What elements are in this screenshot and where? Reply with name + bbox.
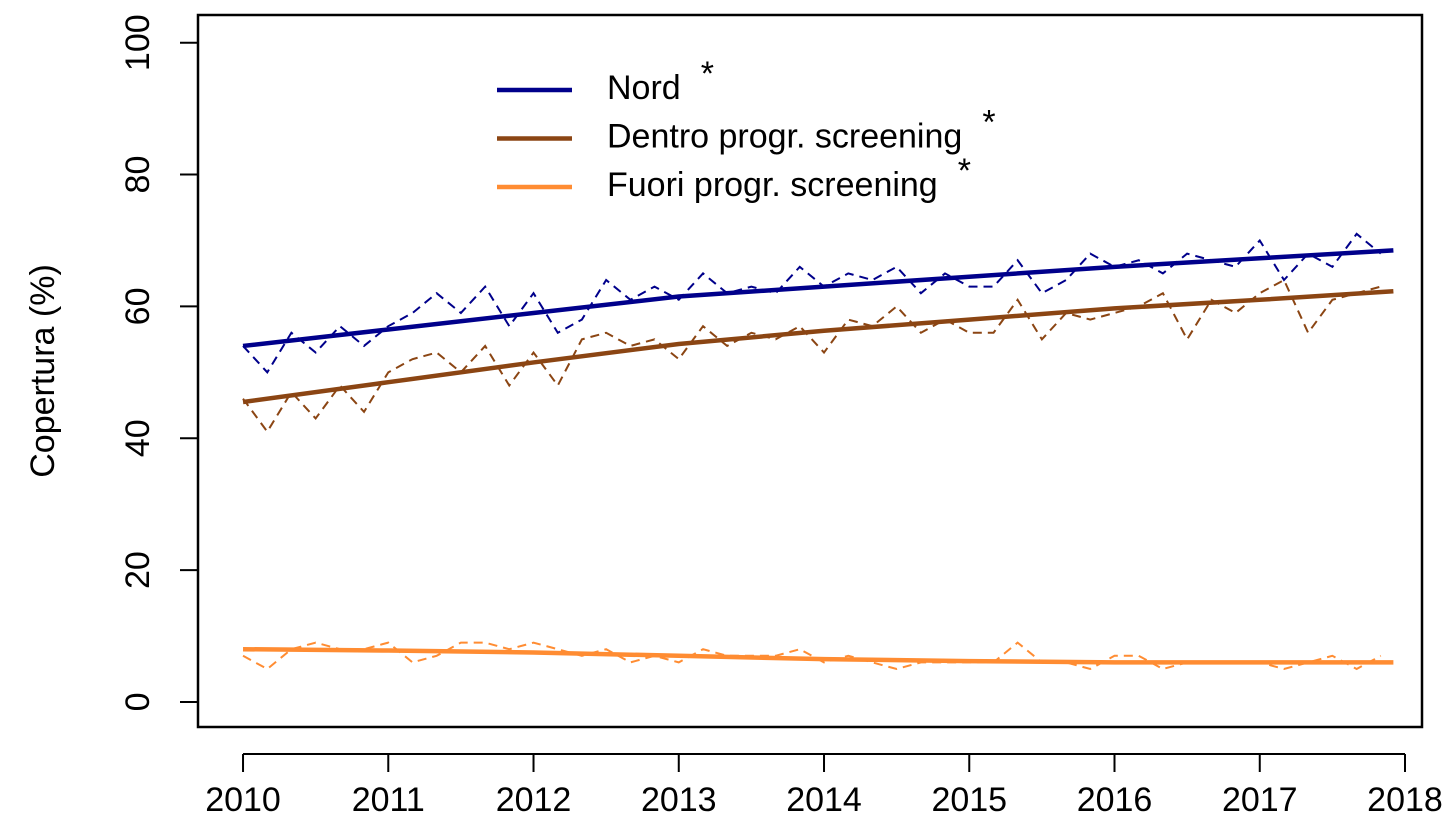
y-tick-label: 40 [119,419,157,457]
x-tick-label: 2018 [1367,781,1443,819]
x-tick-label: 2010 [205,781,281,819]
x-tick-label: 2011 [352,781,425,819]
x-tick-label: 2012 [496,781,572,819]
legend-label: Fuori progr. screening [607,166,938,204]
x-tick-label: 2015 [931,781,1007,819]
trend-line [242,248,1394,349]
trend-line [243,646,1394,665]
x-tick-label: 2014 [786,781,862,819]
legend-significance: * [982,103,995,141]
data-line [242,232,1382,374]
legend-label: Nord [607,69,681,107]
y-tick-label: 0 [119,692,157,711]
trend-line [242,288,1394,405]
x-tick-label: 2017 [1222,781,1298,819]
y-tick-label: 60 [119,287,157,325]
x-tick-label: 2013 [641,781,717,819]
y-tick-label: 20 [119,551,157,589]
legend-significance: * [701,55,714,93]
legend-label: Dentro progr. screening [607,117,962,155]
legend-significance: * [958,152,971,190]
x-tick-label: 2016 [1077,781,1153,819]
y-tick-label: 80 [119,156,157,194]
y-tick-label: 100 [119,14,157,71]
data-line [242,641,1382,671]
data-line [242,278,1382,434]
y-axis-label: Copertura (%) [24,264,62,478]
